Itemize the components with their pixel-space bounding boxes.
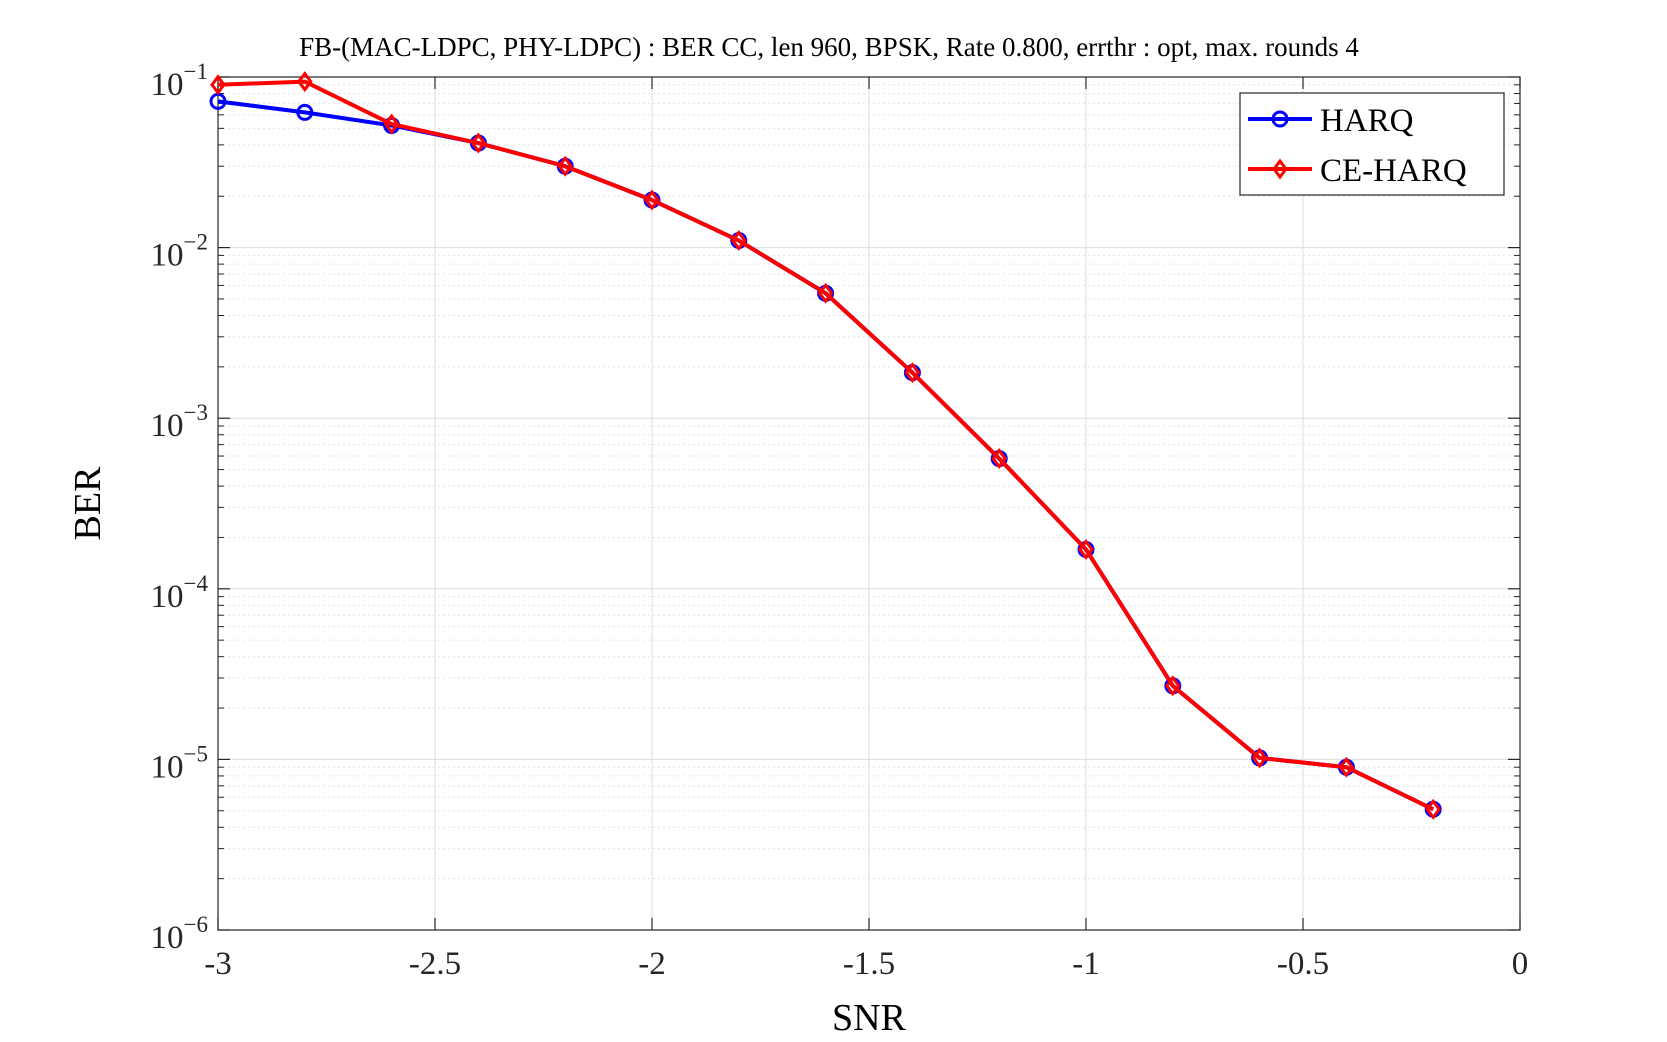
y-tick-label: 10−3 [151,400,208,444]
series-ce-harq [210,71,1442,820]
chart-title: FB-(MAC-LDPC, PHY-LDPC) : BER CC, len 96… [299,32,1359,62]
axis-ticks: -3 -2.5 -2 -1.5 -1 -0.5 010−110−210−310−410−51… [151,59,1529,982]
legend-marker [1271,110,1289,128]
data-point [1078,538,1094,560]
y-tick-exponent: −4 [184,571,209,596]
y-tick-base: 10 [151,920,184,956]
y-tick-base: 10 [151,749,184,785]
data-point [1425,798,1442,820]
legend-entry-harq: HARQ [1248,103,1414,139]
data-point [904,362,921,384]
y-tick-label: 10−2 [151,230,208,274]
data-point [730,230,747,252]
y-axis-label: BER [67,466,109,541]
legend-entry-ce-harq: CE-HARQ [1248,153,1467,189]
y-tick-label: 10−1 [151,59,208,103]
data-point [296,71,313,93]
data-point [210,74,226,96]
legend-label: HARQ [1320,103,1414,139]
y-tick-label: 10−6 [151,912,208,956]
series-line-harq [217,99,1435,812]
x-tick-label: -1 [1072,946,1100,982]
legend-marker [1272,158,1288,180]
data-point [557,155,574,177]
series-layer [209,71,1442,820]
y-tick-exponent: −1 [184,59,208,84]
data-point [1338,756,1355,778]
y-tick-label: 10−4 [151,571,209,615]
series-harq [209,92,1442,818]
x-tick-label: -1.5 [843,946,895,982]
y-tick-exponent: −2 [184,230,208,255]
legend-box [1239,92,1505,196]
grid [217,76,1521,931]
data-point [644,189,660,211]
y-tick-base: 10 [151,67,184,103]
x-tick-label: -2 [638,946,666,982]
x-tick-label: 0 [1512,946,1529,982]
data-point [1164,675,1181,697]
legend-label: CE-HARQ [1320,153,1467,189]
y-tick-exponent: −6 [184,912,208,937]
x-tick-label: -2.5 [409,946,461,982]
data-point [383,113,400,135]
y-tick-base: 10 [151,238,184,274]
x-tick-label: -0.5 [1277,946,1329,982]
data-point [296,103,314,121]
data-point [991,448,1008,470]
data-point [817,282,834,304]
x-tick-label: -3 [204,946,232,982]
y-tick-base: 10 [151,579,184,615]
y-tick-exponent: −5 [184,741,208,766]
y-tick-label: 10−5 [151,741,208,785]
legend: HARQ CE-HARQ [1239,92,1505,196]
y-tick-base: 10 [151,408,184,444]
data-point [1251,747,1268,769]
series-line-ce-harq [217,79,1435,812]
data-point [470,132,487,154]
y-tick-exponent: −3 [184,400,208,425]
x-axis-label: SNR [832,997,907,1039]
